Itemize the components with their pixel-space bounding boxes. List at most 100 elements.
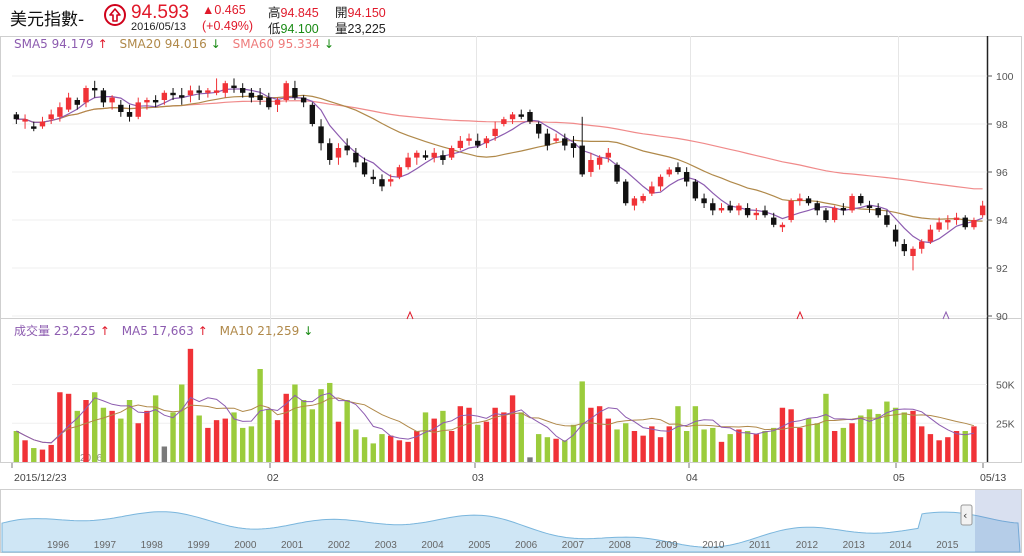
volume-bar <box>39 449 46 462</box>
candle-body <box>405 157 411 168</box>
volume-bar <box>483 421 490 462</box>
candle-body <box>292 88 298 98</box>
candle-body <box>170 92 176 96</box>
legend-sma60: SMA60 95.334 ↓ <box>232 37 334 51</box>
candle-body <box>144 100 150 103</box>
candle-body <box>475 140 481 146</box>
candle-body <box>335 148 342 158</box>
sma20-line <box>16 94 983 222</box>
candle-body <box>231 85 237 88</box>
candle-body <box>805 198 812 204</box>
volume-bar <box>858 415 864 462</box>
legend-vol-ma10: MA10 21,259 ↓ <box>219 324 314 338</box>
navigator-year-label: 2008 <box>609 540 632 551</box>
navigator-year-label: 2004 <box>421 540 444 551</box>
price-tick-label: 92 <box>996 263 1008 275</box>
volume-bar <box>152 395 159 462</box>
volume-bar <box>562 440 568 462</box>
navigator-left-handle[interactable] <box>960 504 973 526</box>
candle-body <box>379 179 385 187</box>
volume-bar <box>814 423 820 462</box>
candle-body <box>527 112 533 122</box>
signal-marker <box>406 310 414 320</box>
candle-body <box>300 97 307 103</box>
volume-bar <box>910 410 916 462</box>
volume-bar <box>457 406 464 462</box>
volume-bar <box>405 441 411 462</box>
candle-body <box>431 152 437 158</box>
price-tick-label: 94 <box>996 215 1008 227</box>
volume-bar <box>74 410 80 462</box>
candle-body <box>762 210 768 216</box>
volume-bar <box>353 429 359 462</box>
candle-body <box>31 126 37 129</box>
volume-bar <box>744 431 751 462</box>
volume-bar <box>866 409 873 462</box>
volume-bar <box>387 435 394 462</box>
volume-bar <box>588 407 594 462</box>
candle-body <box>858 196 864 204</box>
volume-bar <box>231 412 237 462</box>
volume-bar <box>118 418 124 462</box>
volume-bar <box>727 434 733 462</box>
candle-body <box>849 196 855 211</box>
volume-bar <box>396 440 403 462</box>
candle-body <box>266 97 272 108</box>
candle-body <box>65 97 72 110</box>
navigator-year-label: 2012 <box>796 540 819 551</box>
volume-bar <box>640 435 646 462</box>
navigator-year-label: 2014 <box>889 540 912 551</box>
volume-legend: 成交量 23,225 ↑ MA5 17,663 ↑ MA10 21,259 ↓ <box>14 322 321 339</box>
volume-bar <box>605 418 612 462</box>
navigator-year-label: 2001 <box>281 540 304 551</box>
candle-body <box>387 179 394 182</box>
instrument-title: 美元指數- <box>10 10 85 30</box>
candle-body <box>22 119 28 122</box>
navigator-year-label: 2006 <box>515 540 538 551</box>
candle-body <box>213 90 220 93</box>
price-change: ▲0.465 <box>202 3 246 17</box>
candle-body <box>562 138 568 146</box>
volume-bar <box>892 407 899 462</box>
candle-body <box>692 181 699 199</box>
volume-bar <box>222 418 228 462</box>
volume-bar <box>553 438 559 462</box>
navigator-year-label: 2000 <box>234 540 257 551</box>
navigator-year-label: 2010 <box>702 540 725 551</box>
navigator-selected-range <box>975 490 1021 552</box>
price-legend: SMA5 94.179 ↑ SMA20 94.016 ↓ SMA60 95.334 ↓ <box>14 37 342 51</box>
candle-body <box>283 83 289 100</box>
volume-bar <box>901 412 907 462</box>
volume-bar <box>849 423 855 462</box>
navigator-year-label: 1996 <box>47 540 70 551</box>
volume-bar <box>762 431 768 462</box>
candle-body <box>318 126 324 144</box>
candle-body <box>683 172 690 182</box>
volume-bar <box>335 421 342 462</box>
volume-tick-label: 50K <box>996 380 1015 392</box>
candle-body <box>666 169 672 175</box>
candle-body <box>831 208 838 220</box>
last-price: 94.593 <box>131 2 190 23</box>
volume-bar <box>126 400 133 462</box>
price-tick-label: 98 <box>996 119 1008 131</box>
open-quote: 開94.150 <box>335 5 386 20</box>
candle-body <box>753 212 760 216</box>
volume-bar <box>161 446 168 462</box>
volume-bar <box>370 443 376 462</box>
x-tick-label: 2015/12/23 <box>14 472 67 484</box>
x-tick-label: 05 <box>893 472 905 484</box>
candle-body <box>57 107 63 117</box>
navigator-year-label: 2007 <box>562 540 585 551</box>
candle-body <box>535 124 542 134</box>
candle-body <box>361 162 368 175</box>
volume-bar <box>649 426 655 462</box>
candle-body <box>196 90 202 93</box>
candle-body <box>884 215 890 225</box>
year-watermark: 2016 <box>80 453 103 464</box>
candle-body <box>309 104 316 124</box>
candle-body <box>518 114 524 117</box>
candle-body <box>118 104 124 112</box>
volume-bar <box>440 410 446 462</box>
